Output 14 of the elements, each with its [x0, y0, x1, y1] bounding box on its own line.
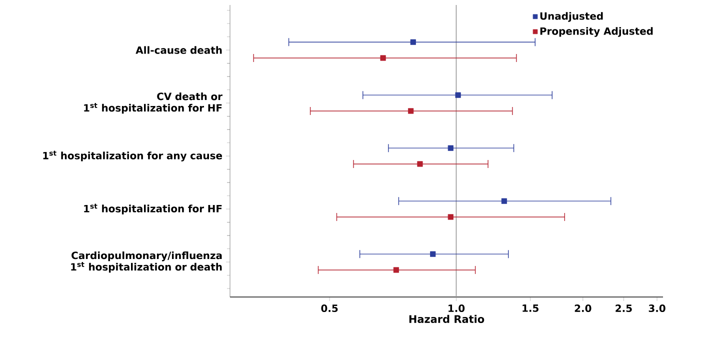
x-tick-label: 0.5: [321, 304, 338, 312]
y-tick-label: 1$^{st}$ hospitalization for HF: [84, 204, 222, 214]
x-axis-title: Hazard Ratio: [409, 314, 484, 323]
legend-label: Propensity Adjusted: [540, 27, 653, 37]
y-tick-label: All-cause death: [136, 46, 222, 54]
y-tick-label: Cardiopulmonary/influenza 1$^{st}$ hospitalization or death: [71, 251, 222, 273]
x-tick-label: 2.0: [574, 304, 592, 312]
legend-label: Unadjusted: [540, 12, 603, 22]
x-tick-label: 3.0: [648, 304, 666, 312]
x-tick-label: 1.0: [448, 304, 465, 312]
y-tick-label: 1$^{st}$ hospitalization for any cause: [43, 150, 222, 162]
category-label: CV death or 1$^{st}$ hospitalization for HF: [84, 92, 222, 114]
x-tick-label: 2.5: [616, 304, 632, 312]
x-tick-label: 1.5: [522, 304, 538, 312]
